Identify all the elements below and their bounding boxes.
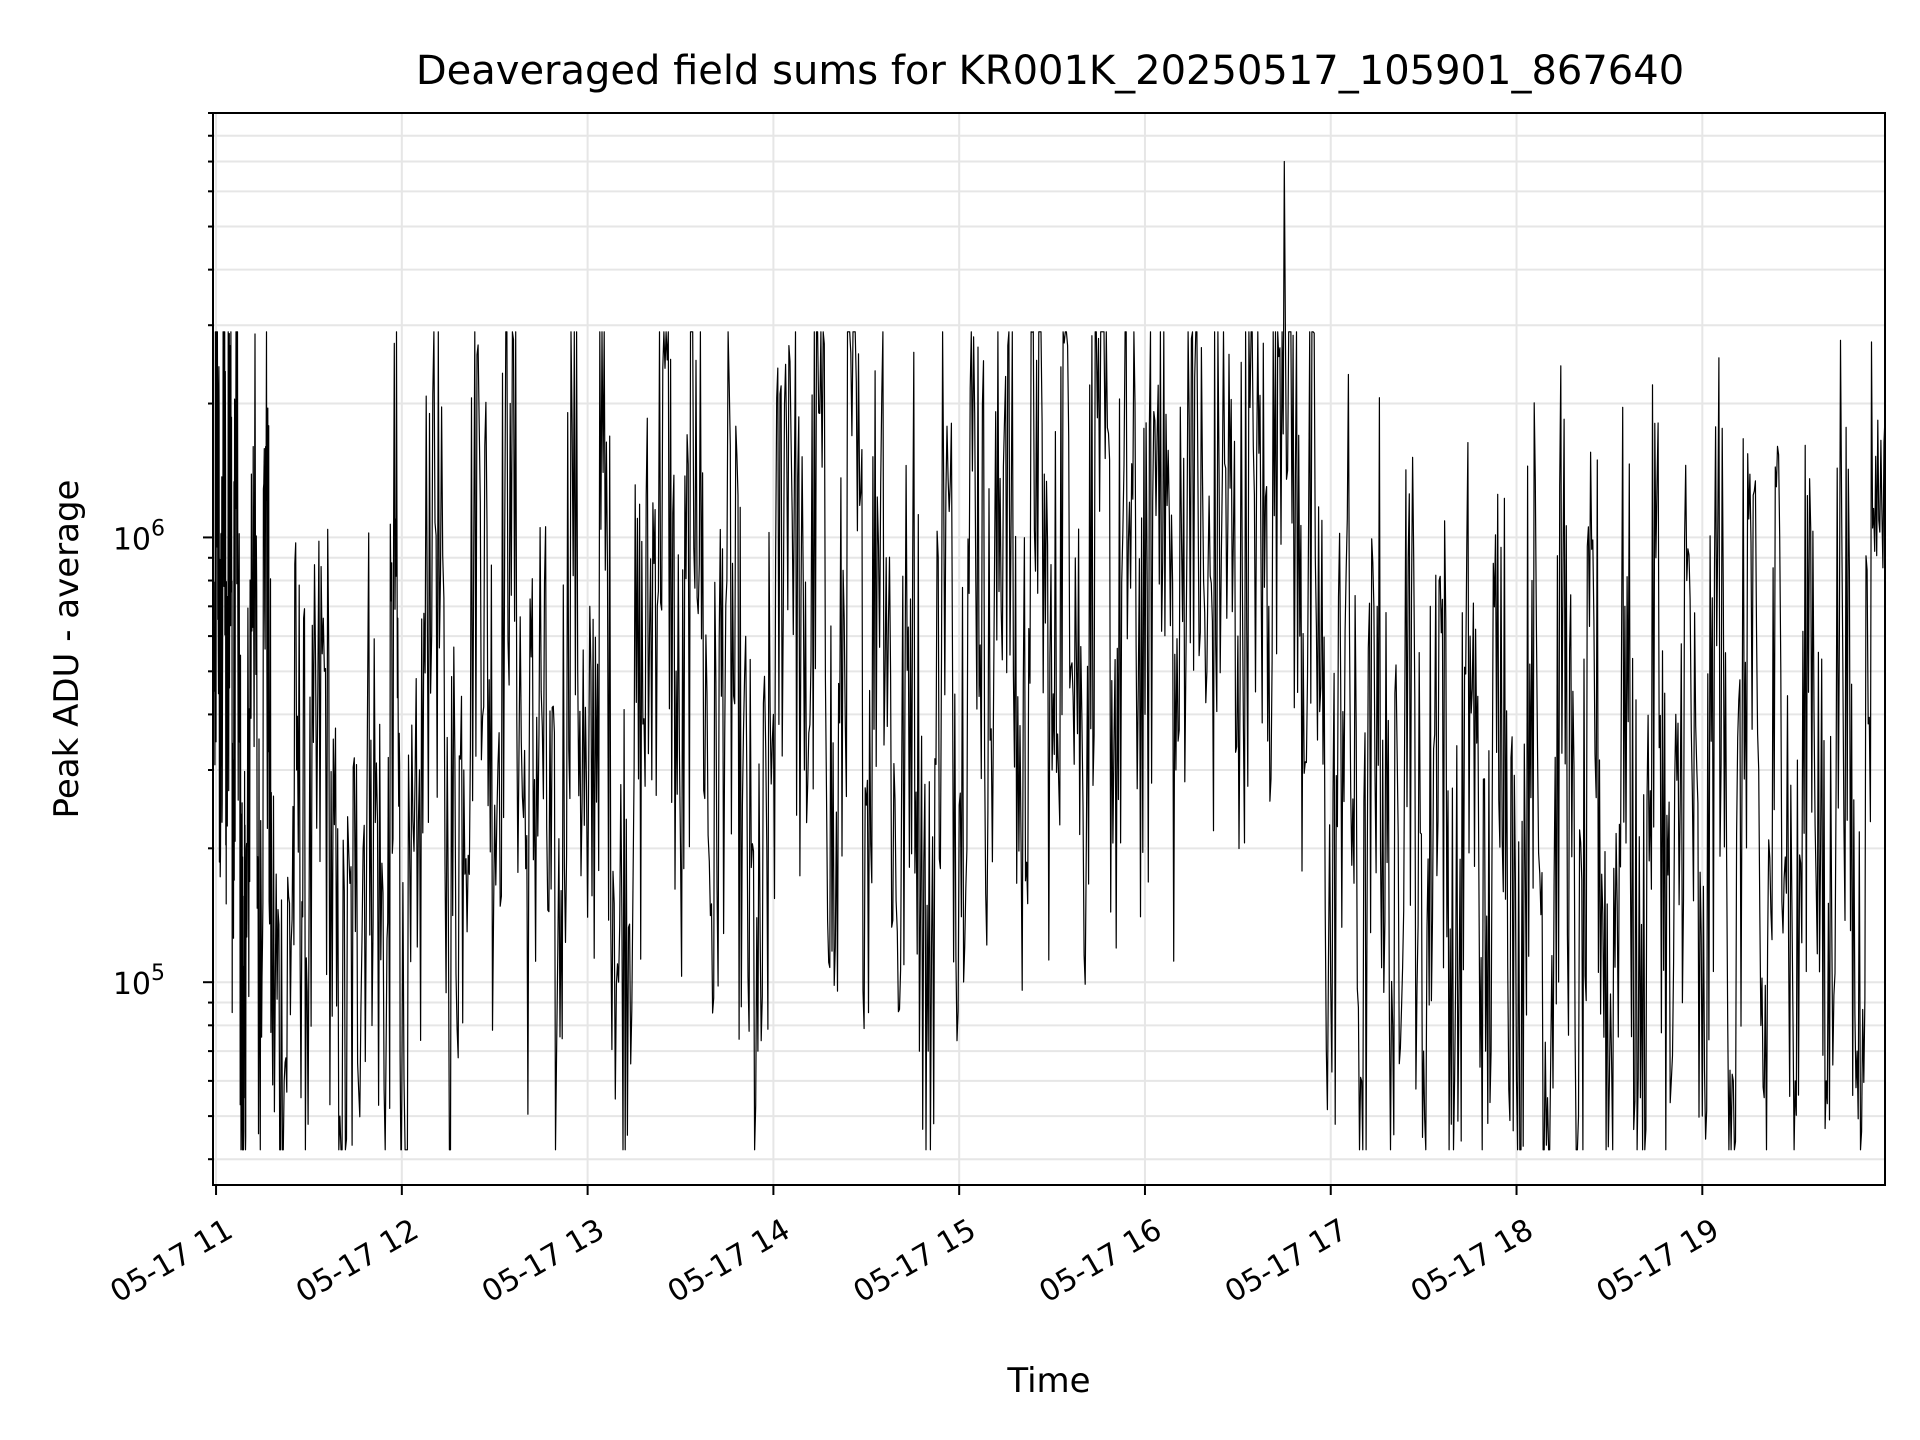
series-line [215,162,1886,1150]
plot-frame [213,113,1885,1185]
x-tick-label: 05-17 15 [848,1212,982,1310]
x-tick-label: 05-17 19 [1591,1212,1725,1310]
x-tick-label: 05-17 13 [476,1212,610,1310]
y-tick-label: 106 [113,516,165,557]
grid-y-minor [213,113,1885,1159]
x-axis-label: Time [1006,1361,1090,1401]
x-tick-label: 05-17 16 [1033,1212,1167,1310]
y-tick-exponent: 6 [151,516,165,541]
y-axis: 105 106 [113,113,213,1159]
x-tick-label: 05-17 14 [662,1212,796,1310]
y-axis-label: Peak ADU - average [47,480,87,819]
x-tick-label: 05-17 11 [105,1212,239,1310]
x-tick-label: 05-17 18 [1405,1212,1539,1310]
x-tick-label: 05-17 12 [290,1212,424,1310]
y-tick-exponent: 5 [151,961,165,986]
chart-title: Deaveraged field sums for KR001K_2025051… [416,48,1684,94]
x-axis: 05-17 11 05-17 12 05-17 13 05-17 14 05-17 15… [105,1185,1726,1310]
x-tick-label: 05-17 17 [1219,1212,1353,1310]
y-tick-label: 105 [113,961,165,1002]
